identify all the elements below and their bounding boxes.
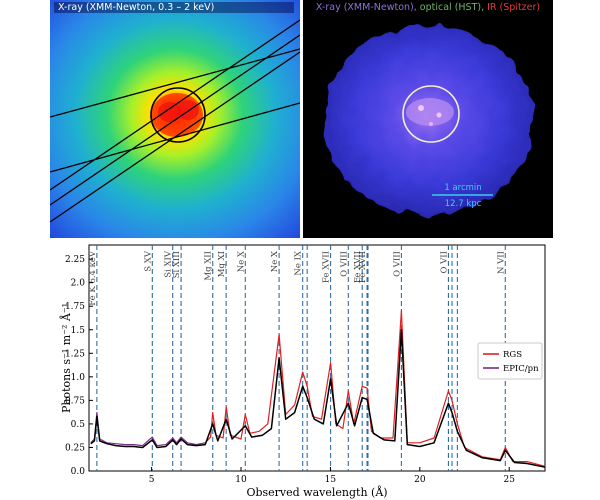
xray-aperture-circle	[150, 87, 206, 143]
series-line-model	[90, 329, 546, 468]
x-tick-label: 10	[235, 475, 247, 485]
legend: RGS EPIC/pn	[477, 342, 543, 380]
scale-label-kpc: 12.7 kpc	[445, 199, 482, 209]
axes: 5 10 15 20 25 0.0 0.25 0.5 0.75 1.0 1.25 1.5 1.75 2.0…	[65, 255, 515, 485]
emission-line-label: Mg XI	[217, 251, 227, 277]
y-tick-label: 0.0	[71, 467, 86, 477]
y-tick-label: 0.5	[71, 420, 86, 430]
y-tick-label: 1.25	[65, 349, 85, 359]
y-tick-label: 1.5	[71, 326, 86, 336]
xray-image-panel: X-ray (XMM-Newton, 0.3 – 2 keV)	[50, 0, 300, 238]
legend-label: RGS	[503, 350, 522, 360]
galaxy-core-glow	[406, 98, 454, 126]
x-tick-label: 5	[149, 475, 155, 485]
composite-image: 1 arcmin 12.7 kpc	[303, 0, 553, 238]
emission-line-label: Si XIII	[172, 251, 182, 278]
emission-line-label: O VIII	[392, 251, 402, 277]
y-tick-label: 1.75	[65, 302, 85, 312]
legend-label: EPIC/pn	[503, 364, 539, 374]
emission-line-label: Fe K 6.4 keV	[88, 250, 98, 306]
emission-line-label: Ne IX	[294, 250, 304, 276]
galaxy-knot	[429, 122, 433, 126]
y-tick-label: 0.25	[65, 443, 85, 453]
composite-title-part: IR (Spitzer)	[487, 2, 541, 13]
galaxy-knot	[418, 105, 424, 111]
composite-image-panel: 1 arcmin 12.7 kpc X-ray (XMM-Newton), op…	[303, 0, 553, 238]
plot-area	[88, 244, 546, 472]
x-axis-label: Observed wavelength (Å)	[246, 485, 387, 499]
emission-line-label: O VIII	[339, 251, 349, 277]
composite-title-part: X-ray (XMM-Newton),	[315, 2, 420, 13]
y-tick-label: 1.0	[71, 373, 86, 383]
y-tick-label: 0.75	[65, 396, 85, 406]
series-line-rgs	[204, 310, 546, 467]
emission-line-label: N VII	[496, 251, 506, 274]
x-tick-label: 20	[414, 475, 426, 485]
x-tick-label: 15	[325, 475, 337, 485]
xray-slit-lines	[50, 19, 300, 223]
xray-core-left	[158, 102, 182, 122]
emission-line-label: Ne X	[270, 250, 280, 272]
emission-line-label: S XV	[143, 250, 153, 272]
y-axis-label: Photons s⁻¹ m⁻² Å⁻¹	[59, 303, 73, 413]
emission-line-label: Fe XVII	[358, 251, 368, 283]
scale-label-arcmin: 1 arcmin	[444, 183, 481, 193]
xray-panel-title: X-ray (XMM-Newton, 0.3 – 2 keV)	[54, 2, 294, 13]
spectrum-series	[90, 310, 546, 468]
y-tick-label: 2.25	[65, 255, 85, 265]
emission-line-label: Mg XII	[204, 251, 214, 281]
composite-aperture-circle	[402, 85, 460, 143]
composite-panel-title: X-ray (XMM-Newton), optical (HST), IR (S…	[303, 2, 553, 13]
xray-heatmap	[50, 0, 300, 238]
x-tick-label: 25	[504, 475, 516, 485]
emission-line-label: O VII	[439, 251, 449, 274]
composite-title-part: optical (HST),	[419, 2, 488, 13]
emission-line-label: Fe XVII	[353, 251, 363, 283]
legend-box	[477, 342, 543, 380]
emission-line-label: Fe XVII	[322, 251, 332, 283]
galaxy-knot	[436, 112, 442, 118]
emission-line-label: Si XIV	[164, 250, 174, 278]
emission-line-label: Ne X	[236, 250, 246, 272]
y-tick-label: 2.0	[71, 279, 86, 289]
